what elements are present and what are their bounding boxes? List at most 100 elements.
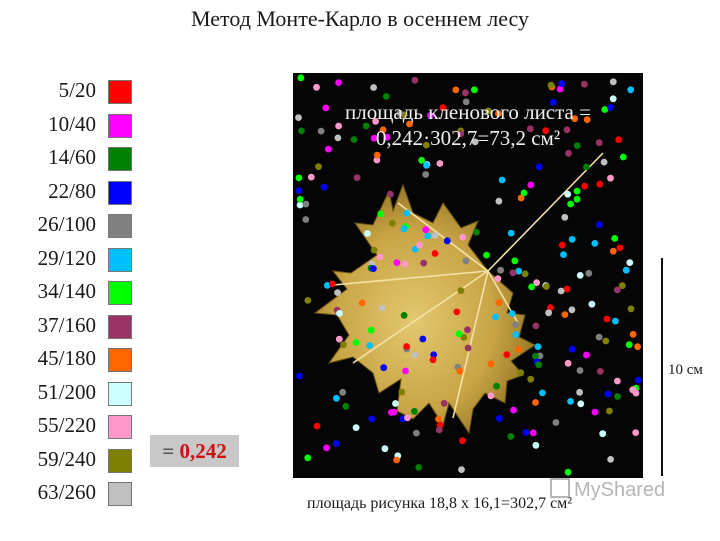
random-dot: [517, 369, 525, 376]
random-dot: [295, 187, 303, 194]
random-dot: [429, 356, 437, 364]
random-dot: [495, 110, 502, 117]
random-dot: [334, 289, 341, 296]
random-dot: [507, 433, 515, 440]
random-dot: [606, 407, 613, 415]
random-dot: [431, 250, 439, 257]
random-dot: [373, 151, 381, 159]
random-dot: [567, 200, 574, 208]
legend-swatch: [108, 448, 132, 473]
random-dot: [517, 194, 525, 202]
random-dot: [564, 468, 572, 476]
random-dot: [315, 163, 322, 171]
random-dot: [561, 311, 569, 318]
random-dot: [439, 104, 447, 112]
random-dot: [297, 74, 305, 82]
random-dot: [320, 183, 328, 191]
leaf-area-caption: площадь кленового листа = 0,242·302,7=73…: [293, 99, 643, 151]
leaf-photo: площадь кленового листа = 0,242·302,7=73…: [293, 73, 643, 478]
random-dot: [591, 240, 599, 247]
random-dot: [298, 127, 305, 135]
random-dot: [389, 219, 396, 227]
random-dot: [545, 309, 552, 317]
random-dot: [497, 266, 504, 274]
random-dot: [510, 406, 517, 414]
random-dot: [532, 441, 540, 449]
random-dot: [547, 304, 554, 311]
random-dot: [336, 310, 343, 317]
random-dot: [588, 300, 596, 308]
random-dot: [415, 464, 423, 471]
watermark-icon: [550, 478, 570, 498]
random-dot: [591, 408, 599, 416]
random-dot: [614, 377, 621, 385]
random-dot: [549, 98, 557, 106]
legend-row: 45/180: [20, 346, 140, 380]
maple-leaf-shape: [313, 183, 536, 435]
random-dot: [568, 345, 576, 353]
random-dot: [528, 283, 535, 291]
legend-label: 37/160: [37, 312, 96, 337]
random-dot: [492, 313, 499, 321]
random-dot: [464, 326, 471, 334]
random-dot: [568, 236, 576, 243]
random-dot: [370, 265, 377, 272]
legend-row: 51/200: [20, 380, 140, 414]
watermark-text: MyShared: [574, 479, 666, 501]
random-dot: [464, 344, 472, 352]
random-dot: [350, 136, 358, 143]
random-dot: [457, 130, 465, 138]
random-dot: [379, 126, 387, 134]
random-dot: [564, 190, 572, 198]
random-dot: [403, 343, 410, 350]
random-dot: [440, 399, 448, 407]
random-dot: [457, 287, 465, 295]
random-dot: [380, 364, 388, 372]
legend-row: 29/120: [20, 246, 140, 280]
random-dot: [626, 259, 634, 266]
legend-label: 26/100: [37, 212, 96, 236]
random-dot: [508, 310, 516, 317]
random-dot: [583, 163, 590, 171]
random-dot: [352, 424, 360, 431]
random-dot: [322, 104, 330, 112]
legend-label: 55/220: [37, 413, 96, 437]
random-dot: [335, 122, 342, 130]
random-dot: [532, 399, 539, 406]
random-dot: [603, 315, 611, 323]
random-dot: [304, 454, 312, 462]
random-dot: [483, 251, 490, 259]
random-dot: [596, 221, 603, 229]
random-dot: [332, 440, 340, 447]
random-dot: [427, 112, 434, 119]
random-dot: [527, 181, 535, 189]
random-dot: [323, 444, 330, 452]
random-dot: [459, 233, 466, 241]
random-dot: [543, 283, 550, 290]
random-dot: [604, 390, 612, 398]
random-dot: [561, 213, 569, 221]
random-dot: [534, 343, 542, 350]
random-dot: [512, 321, 520, 328]
watermark: MyShared: [550, 478, 665, 502]
random-dot: [458, 466, 465, 473]
random-dot: [609, 247, 617, 255]
random-dot: [611, 235, 619, 242]
legend-row: 10/40: [20, 112, 140, 146]
random-dot: [471, 138, 479, 146]
random-dot: [372, 118, 379, 125]
random-dot: [403, 209, 411, 217]
random-dot: [368, 415, 376, 423]
random-dot: [452, 86, 460, 94]
legend-row: 22/80: [20, 179, 140, 213]
random-dot: [398, 388, 406, 396]
random-dot: [493, 382, 500, 390]
random-dot: [532, 352, 539, 360]
legend-label: 5/20: [58, 78, 96, 102]
random-dot: [313, 422, 321, 430]
random-dot: [387, 409, 395, 416]
random-dot: [503, 351, 511, 359]
random-dot: [509, 269, 517, 277]
random-dot: [431, 232, 439, 239]
random-dot: [296, 201, 304, 209]
